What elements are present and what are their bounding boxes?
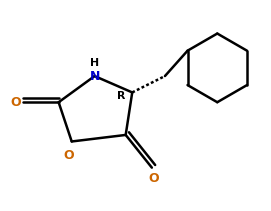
Text: O: O: [10, 96, 21, 109]
Text: R: R: [117, 91, 125, 101]
Text: O: O: [148, 172, 159, 185]
Text: N: N: [89, 70, 100, 83]
Text: O: O: [63, 149, 74, 162]
Text: H: H: [90, 58, 99, 68]
